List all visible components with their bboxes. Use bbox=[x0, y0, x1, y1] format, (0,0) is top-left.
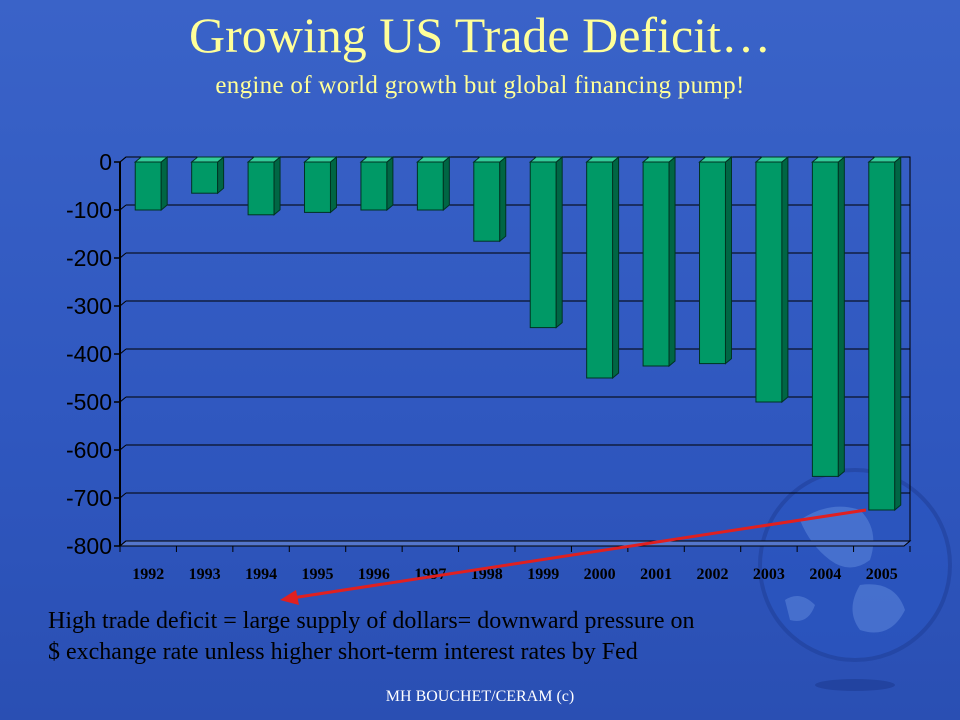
x-tick-label: 1999 bbox=[527, 566, 559, 583]
y-tick-label: -600 bbox=[66, 437, 112, 463]
bar-1998 bbox=[473, 161, 501, 242]
x-tick-label: 2001 bbox=[640, 566, 672, 583]
x-tick-label: 2002 bbox=[697, 566, 729, 583]
x-tick-label: 1992 bbox=[132, 566, 164, 583]
bar-2003 bbox=[755, 161, 783, 403]
x-tick-label: 2000 bbox=[584, 566, 616, 583]
y-tick-label: -100 bbox=[66, 197, 112, 223]
bar-2001 bbox=[642, 161, 670, 367]
x-tick-label: 2005 bbox=[866, 566, 898, 583]
bar-2004 bbox=[811, 161, 839, 477]
bar-side-2001 bbox=[668, 155, 676, 368]
bar-top-2001 bbox=[641, 156, 677, 163]
y-tick-label: -500 bbox=[66, 389, 112, 415]
annotation-arrow bbox=[291, 508, 867, 600]
bar-top-2005 bbox=[867, 156, 903, 163]
note-line-2: $ exchange rate unless higher short-term… bbox=[48, 639, 638, 665]
bar-1995 bbox=[304, 161, 331, 213]
bar-top-2002 bbox=[698, 156, 733, 163]
y-tick-label: -300 bbox=[66, 293, 112, 319]
bar-side-1994 bbox=[273, 155, 281, 216]
bar-top-1994 bbox=[246, 156, 282, 163]
bar-1994 bbox=[247, 161, 275, 216]
bar-side-1996 bbox=[386, 155, 394, 212]
bar-side-1993 bbox=[217, 155, 225, 195]
footer-credit: MH BOUCHET/CERAM (c) bbox=[385, 688, 575, 705]
x-tick-label: 2004 bbox=[809, 566, 841, 583]
bar-top-1999 bbox=[528, 156, 564, 163]
bar-side-2000 bbox=[612, 155, 620, 380]
bar-side-1999 bbox=[555, 155, 563, 329]
bar-side-2003 bbox=[781, 155, 789, 404]
annotation-arrowhead bbox=[280, 590, 299, 605]
bar-1993 bbox=[191, 161, 219, 194]
bar-side-1995 bbox=[329, 155, 337, 214]
gridline-depth bbox=[119, 156, 127, 163]
plot-area bbox=[119, 156, 911, 548]
slide-title: Growing US Trade Deficit… bbox=[189, 7, 771, 63]
bar-top-2003 bbox=[754, 156, 790, 163]
y-tick-label: -800 bbox=[66, 533, 112, 559]
bar-top-1997 bbox=[415, 156, 451, 163]
bar-1996 bbox=[360, 161, 388, 211]
bar-1992 bbox=[134, 161, 162, 211]
x-tick-label: 1993 bbox=[189, 566, 221, 583]
y-tick-label: -200 bbox=[66, 245, 112, 271]
y-tick-label: -700 bbox=[66, 485, 112, 511]
bar-top-2004 bbox=[810, 156, 846, 163]
bar-1997 bbox=[416, 161, 444, 211]
bar-side-2002 bbox=[724, 155, 732, 365]
note-text: High trade deficit = large supply of dol… bbox=[48, 606, 928, 668]
x-tick-label: 1994 bbox=[245, 566, 277, 583]
bar-top-2000 bbox=[585, 156, 621, 163]
x-tick-label: 2003 bbox=[753, 566, 785, 583]
y-tick-label: -400 bbox=[66, 341, 112, 367]
bar-top-1993 bbox=[190, 156, 226, 163]
bar-1999 bbox=[529, 161, 557, 329]
slide-subtitle: engine of world growth but global financ… bbox=[215, 72, 745, 99]
x-tick-label: 1995 bbox=[302, 566, 334, 583]
bar-top-1995 bbox=[303, 156, 338, 163]
bar-side-1992 bbox=[160, 155, 168, 212]
bar-top-1992 bbox=[133, 156, 169, 163]
bar-side-1997 bbox=[442, 155, 450, 212]
bar-2000 bbox=[586, 161, 614, 379]
plot-floor bbox=[118, 540, 912, 547]
bar-side-1998 bbox=[499, 155, 507, 243]
bar-side-2005 bbox=[894, 155, 902, 512]
y-tick-label: 0 bbox=[99, 149, 112, 175]
bar-top-1998 bbox=[472, 156, 508, 163]
bar-2005 bbox=[868, 161, 896, 511]
note-line-1: High trade deficit = large supply of dol… bbox=[48, 608, 695, 634]
bar-top-1996 bbox=[359, 156, 395, 163]
bar-side-2004 bbox=[837, 155, 845, 478]
bar-2002 bbox=[699, 161, 726, 365]
x-tick-label: 1996 bbox=[358, 566, 390, 583]
